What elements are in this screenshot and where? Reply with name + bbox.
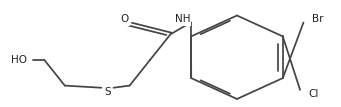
Text: S: S (104, 87, 111, 97)
Text: HO: HO (11, 55, 27, 65)
Text: Br: Br (312, 14, 324, 24)
Text: O: O (120, 14, 129, 24)
Text: NH: NH (175, 14, 190, 24)
Text: Cl: Cl (309, 89, 319, 99)
